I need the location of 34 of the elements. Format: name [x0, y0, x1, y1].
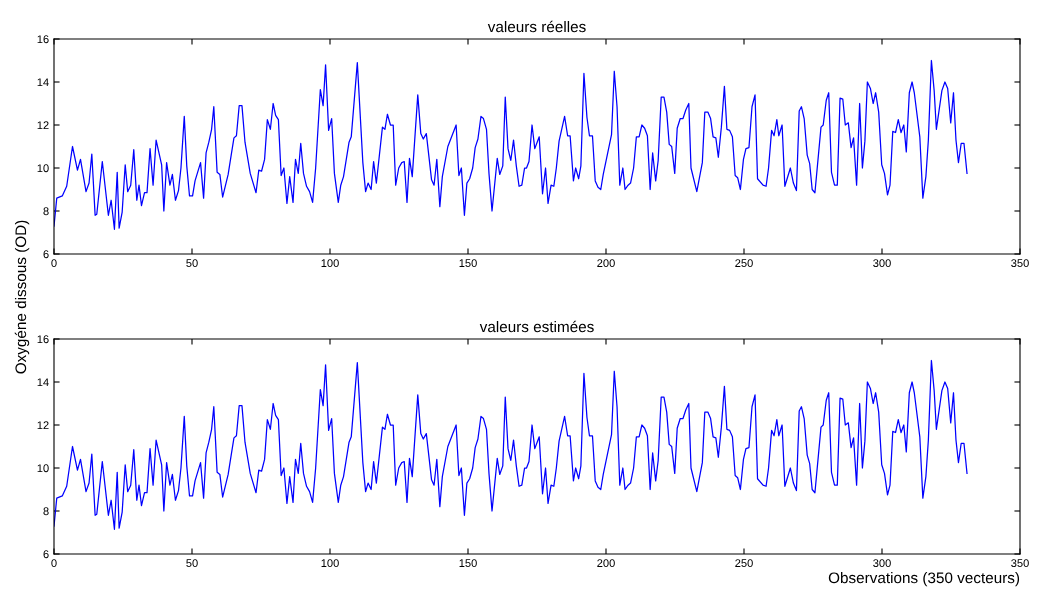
x-tick-label: 200: [597, 259, 615, 268]
x-tick-label: 250: [735, 259, 753, 268]
x-tick-label: 200: [597, 559, 615, 568]
y-tick-label: 10: [37, 464, 49, 473]
y-tick-label: 8: [43, 207, 49, 216]
y-tick-label: 12: [37, 421, 49, 430]
line-series: [54, 359, 968, 530]
y-tick-label: 12: [37, 121, 49, 130]
x-axis-title: Observations (350 vecteurs): [828, 572, 1020, 587]
y-tick-label: 6: [43, 250, 49, 259]
x-tick-label: 100: [321, 559, 339, 568]
x-tick-label: 50: [186, 259, 198, 268]
x-tick-label: 350: [1011, 259, 1029, 268]
chart-title: valeurs réelles: [487, 20, 586, 33]
x-tick-label: 0: [51, 259, 57, 268]
y-tick-label: 16: [37, 335, 49, 344]
y-tick-label: 6: [43, 550, 49, 559]
x-tick-label: 100: [321, 259, 339, 268]
x-tick-label: 250: [735, 559, 753, 568]
y-axis-title: Oxygéne dissous (OD): [14, 220, 30, 374]
y-tick-label: 16: [37, 35, 49, 44]
y-tick-label: 8: [43, 507, 49, 516]
x-tick-label: 150: [459, 259, 477, 268]
x-tick-label: 150: [459, 559, 477, 568]
y-tick-label: 10: [37, 164, 49, 173]
y-tick-label: 14: [37, 78, 49, 87]
x-tick-label: 300: [873, 259, 891, 268]
x-tick-label: 0: [51, 559, 57, 568]
x-tick-label: 300: [873, 559, 891, 568]
chart-title: valeurs estimées: [479, 320, 594, 333]
y-tick-label: 14: [37, 378, 49, 387]
x-tick-label: 50: [186, 559, 198, 568]
x-tick-label: 350: [1011, 559, 1029, 568]
line-series: [54, 59, 968, 230]
